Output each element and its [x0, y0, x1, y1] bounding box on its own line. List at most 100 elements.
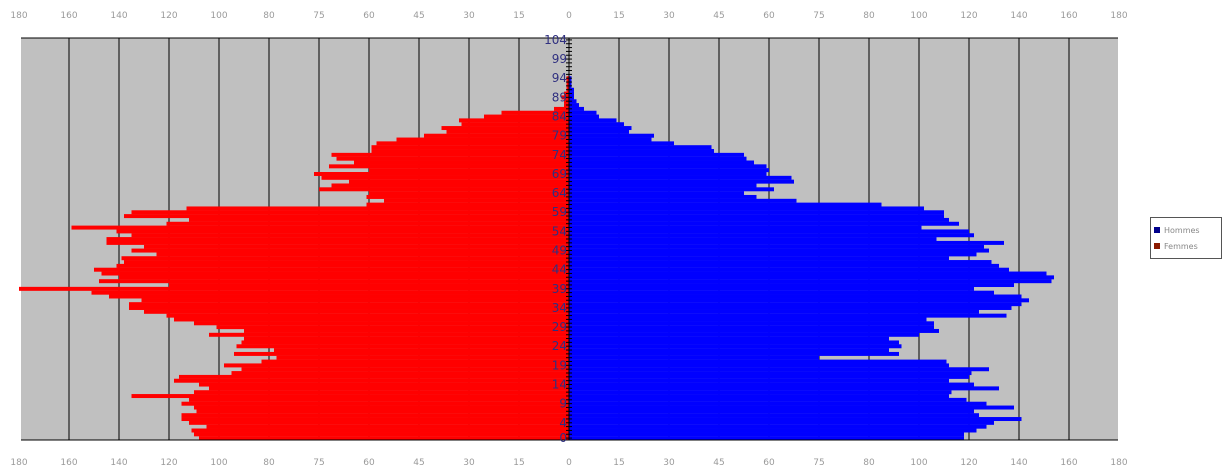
- bar-femmes-age-33: [144, 309, 569, 314]
- bar-hommes-age-0: [569, 436, 964, 441]
- bar-hommes-age-74: [569, 152, 744, 157]
- age-axis-labels: 1049994898479746964595449443934292419149…: [544, 33, 572, 445]
- legend-swatch-femmes: [1154, 243, 1160, 249]
- bar-femmes-age-5: [181, 417, 569, 422]
- bar-femmes-age-44: [94, 267, 569, 272]
- top-tick-label: 30: [663, 11, 675, 21]
- bar-hommes-age-14: [569, 382, 974, 387]
- bar-hommes-age-71: [569, 164, 767, 169]
- bar-femmes-age-29: [216, 325, 569, 330]
- top-tick-label: 180: [1110, 11, 1127, 21]
- bar-femmes-age-54: [116, 229, 569, 234]
- top-tick-label: 140: [110, 11, 127, 21]
- bar-hommes-age-31: [569, 317, 927, 322]
- top-tick-label: 160: [1060, 11, 1077, 21]
- bar-femmes-age-52: [106, 237, 569, 242]
- bar-femmes-age-53: [131, 233, 569, 238]
- bar-femmes-age-26: [244, 336, 569, 341]
- bar-hommes-age-77: [569, 141, 674, 146]
- bar-femmes-age-21: [276, 355, 569, 360]
- bar-femmes-age-72: [354, 160, 569, 165]
- bottom-tick-label: 75: [313, 458, 324, 468]
- bar-femmes-age-69: [314, 172, 569, 176]
- bar-femmes-age-35: [129, 302, 569, 307]
- bottom-tick-label: 45: [413, 458, 424, 468]
- bar-femmes-age-45: [116, 263, 569, 268]
- bar-femmes-age-16: [179, 374, 569, 379]
- top-tick-label: 15: [513, 11, 524, 21]
- bar-hommes-age-35: [569, 302, 1022, 307]
- bar-femmes-age-30: [194, 321, 569, 326]
- bottom-tick-label: 30: [663, 458, 675, 468]
- bar-femmes-age-82: [461, 122, 569, 127]
- bar-hommes-age-57: [569, 217, 949, 222]
- bar-femmes-age-14: [199, 382, 569, 387]
- bar-hommes-age-55: [569, 225, 922, 230]
- bar-hommes-age-19: [569, 363, 949, 368]
- top-tick-label: 80: [263, 11, 275, 21]
- bottom-tick-label: 180: [10, 458, 27, 468]
- bar-femmes-age-38: [91, 290, 569, 295]
- bar-femmes-age-0: [199, 436, 569, 441]
- bar-femmes-age-68: [321, 175, 569, 180]
- top-tick-label: 80: [863, 11, 875, 21]
- bar-femmes-age-89: [561, 95, 569, 100]
- bar-hommes-age-64: [569, 191, 744, 196]
- bar-hommes-age-7: [569, 409, 974, 414]
- bar-hommes-age-47: [569, 256, 949, 261]
- top-tick-label: 120: [160, 11, 177, 21]
- bar-hommes-age-63: [569, 194, 757, 199]
- bar-hommes-age-41: [569, 279, 1052, 284]
- bar-hommes-age-60: [569, 206, 924, 211]
- bottom-tick-label: 60: [763, 458, 775, 468]
- bar-femmes-age-31: [174, 317, 569, 322]
- legend-swatch-hommes: [1154, 227, 1160, 233]
- bar-hommes-age-59: [569, 210, 944, 215]
- legend-item-femmes: Femmes: [1154, 238, 1218, 254]
- bar-femmes-age-79: [424, 133, 569, 138]
- bar-femmes-age-60: [186, 206, 569, 211]
- age-tick-label: 89: [552, 90, 567, 104]
- bar-femmes-age-61: [366, 202, 569, 207]
- bar-hommes-age-56: [569, 221, 959, 226]
- bar-femmes-age-75: [371, 149, 569, 154]
- bar-hommes-age-20: [569, 359, 947, 364]
- bar-hommes-age-3: [569, 424, 987, 429]
- bottom-tick-label: 80: [863, 458, 875, 468]
- bar-femmes-age-77: [376, 141, 569, 146]
- bar-hommes-age-18: [569, 367, 989, 372]
- bar-femmes-age-42: [119, 275, 569, 280]
- bar-hommes-age-26: [569, 336, 889, 341]
- bar-femmes-age-37: [109, 294, 569, 299]
- bar-hommes-age-86: [569, 106, 584, 111]
- age-tick-label: 59: [552, 205, 567, 219]
- age-tick-label: 79: [552, 129, 567, 143]
- bar-femmes-age-51: [106, 240, 569, 245]
- bar-hommes-age-23: [569, 348, 889, 353]
- age-tick-label: 39: [552, 282, 567, 296]
- bar-femmes-age-50: [144, 244, 569, 249]
- bar-femmes-age-2: [191, 428, 569, 433]
- bar-hommes-age-65: [569, 187, 774, 192]
- top-tick-label: 75: [313, 11, 324, 21]
- bottom-tick-label: 140: [110, 458, 127, 468]
- bar-femmes-age-84: [484, 114, 569, 119]
- bar-hommes-age-40: [569, 283, 1014, 288]
- chart-legend: Hommes Femmes: [1150, 217, 1222, 259]
- age-tick-label: 34: [552, 301, 567, 315]
- bar-hommes-age-27: [569, 332, 919, 337]
- bar-femmes-age-80: [446, 129, 569, 134]
- age-tick-label: 49: [552, 243, 567, 257]
- bar-hommes-age-50: [569, 244, 984, 249]
- bottom-tick-label: 120: [160, 458, 177, 468]
- bar-hommes-age-1: [569, 432, 964, 437]
- top-tick-label: 140: [1010, 11, 1027, 21]
- bars: [19, 76, 1054, 441]
- bar-femmes-age-34: [129, 306, 569, 310]
- bottom-tick-label: 140: [1010, 458, 1027, 468]
- legend-item-hommes: Hommes: [1154, 222, 1218, 238]
- bar-femmes-age-27: [209, 332, 569, 337]
- bar-femmes-age-56: [166, 221, 569, 226]
- top-tick-label: 180: [10, 11, 27, 21]
- top-tick-label: 100: [210, 11, 227, 21]
